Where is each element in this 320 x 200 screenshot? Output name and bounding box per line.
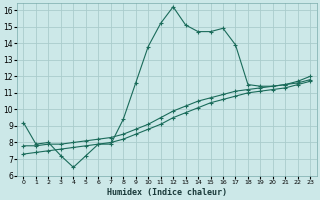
X-axis label: Humidex (Indice chaleur): Humidex (Indice chaleur): [107, 188, 227, 197]
